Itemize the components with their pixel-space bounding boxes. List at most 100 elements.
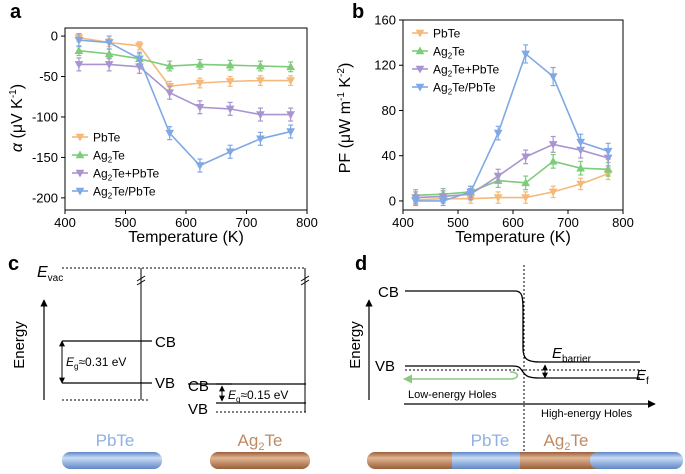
y-tick-label: 40 (382, 148, 396, 163)
composite-pbte-segment-left (452, 452, 532, 469)
pbte-cb-label: CB (155, 334, 176, 351)
data-point (576, 163, 585, 172)
pbte-material-label-d: PbTe (471, 431, 510, 450)
ebarrier-label: Ebarrier (552, 345, 592, 365)
x-axis-label-b: Temperature (K) (455, 229, 571, 246)
y-tick-label: 0 (389, 193, 396, 208)
x-tick-label: 700 (557, 215, 579, 230)
y-tick-label: -200 (32, 190, 58, 205)
data-point (104, 39, 114, 48)
x-tick-label: 500 (447, 215, 469, 230)
data-point (548, 188, 558, 197)
legend-label: Ag2Te/PbTe (93, 185, 156, 201)
data-point (135, 55, 144, 64)
data-point (466, 188, 475, 197)
composite-ag2te-segment-left (367, 452, 464, 469)
data-series-a (74, 33, 296, 173)
data-point (438, 197, 448, 206)
x-tick-label: 400 (392, 215, 414, 230)
x-tick-label: 800 (612, 215, 634, 230)
legend-marker (75, 187, 85, 196)
data-point (195, 162, 205, 171)
pbte-gap-label: Eg≈0.31 eV (66, 355, 126, 371)
legend-marker (415, 83, 425, 92)
data-point (576, 180, 585, 189)
ag2te-material-label: Ag2Te (238, 431, 283, 453)
panel-letter-d: d (355, 253, 367, 275)
data-point (104, 49, 114, 58)
x-tick-label: 700 (236, 215, 258, 230)
legend-label: Ag2Te+PbTe (93, 167, 160, 183)
y-tick-label: 0 (51, 29, 58, 44)
data-point (603, 147, 613, 156)
data-point (256, 61, 265, 70)
ag2te-gap-label: Eg≈0.15 eV (228, 388, 288, 404)
data-point (521, 153, 530, 162)
plot-frame-a (64, 27, 308, 211)
x-tick-label: 600 (502, 215, 524, 230)
y-tick-label: 120 (374, 58, 396, 73)
low-energy-holes-label: Low-energy Holes (408, 389, 497, 401)
data-point (548, 73, 558, 82)
legend-marker (415, 65, 425, 74)
series-line-PbTe (78, 36, 291, 88)
pbte-material-label: PbTe (96, 431, 135, 450)
series-line-Ag2Te (415, 160, 609, 197)
data-point (225, 148, 235, 157)
panel-letter-a: a (10, 1, 22, 23)
data-point (576, 138, 585, 147)
data-point (195, 103, 205, 112)
data-point (548, 156, 558, 165)
energy-axis-label-d: Energy (347, 321, 364, 369)
data-point (256, 77, 265, 86)
data-point (195, 59, 205, 68)
vb-label-d: VB (375, 358, 395, 375)
series-line-Ag2Te/PbTe (78, 39, 291, 167)
y-axis-label-b: PF (μW m-1 K-2) (336, 63, 354, 174)
evac-label: Evac (37, 264, 63, 284)
y-tick-label: -100 (32, 109, 58, 124)
data-point (225, 60, 235, 69)
data-point (256, 111, 265, 120)
legend-a: PbTe Ag2Te Ag2Te+PbTe Ag2Te/PbTe (72, 131, 160, 201)
data-point (521, 194, 530, 203)
panel-c: c Evac Energy CB VB Eg≈0.31 eV CB VB Eg≈… (8, 253, 310, 469)
pbte-vb-label: VB (155, 375, 175, 392)
data-point (165, 129, 175, 138)
data-point (135, 42, 144, 51)
legend-marker (415, 46, 425, 55)
legend-label: Ag2Te+PbTe (433, 63, 500, 79)
legend-label: PbTe (433, 27, 461, 41)
legend-b: PbTe Ag2Te Ag2Te+PbTe Ag2Te/PbTe (412, 27, 500, 97)
data-point (548, 141, 558, 149)
data-point (256, 135, 265, 144)
axis-break-mark (136, 275, 146, 282)
x-tick-label: 400 (54, 215, 76, 230)
axis-ticks-b: 400 500 600 700 800 0 40 80 120 160 (374, 13, 634, 231)
ef-label: Ef (636, 367, 649, 387)
data-point (225, 78, 235, 86)
data-point (286, 111, 296, 120)
ag2te-material-label-d: Ag2Te (544, 431, 589, 453)
axis-break-mark (300, 279, 310, 286)
data-series-b (411, 44, 613, 207)
data-point (165, 61, 175, 70)
panel-d: d Energy CB VB Ebarrier Ef Low-energy Ho… (347, 253, 683, 469)
conduction-band-curve (405, 290, 640, 363)
data-point (74, 61, 84, 69)
ag2te-bar (210, 452, 310, 469)
legend-marker (415, 29, 425, 38)
y-tick-label: 160 (374, 13, 396, 28)
data-point (286, 128, 296, 137)
legend-label: Ag2Te (93, 149, 125, 165)
high-energy-holes-label: High-energy Holes (541, 408, 633, 420)
y-axis-label-a: α (μV K-1) (8, 84, 26, 152)
valence-band-curve (405, 365, 640, 379)
x-axis-label-a: Temperature (K) (128, 229, 244, 246)
data-point (521, 50, 530, 59)
x-tick-label: 500 (115, 215, 137, 230)
panel-a: a 400 500 600 700 800 0 -50 -100 -150 -200 α (μV … (8, 1, 318, 246)
data-point (286, 62, 296, 71)
axis-ticks-a: 400 500 600 700 800 0 -50 -100 -150 -200 (32, 29, 318, 230)
